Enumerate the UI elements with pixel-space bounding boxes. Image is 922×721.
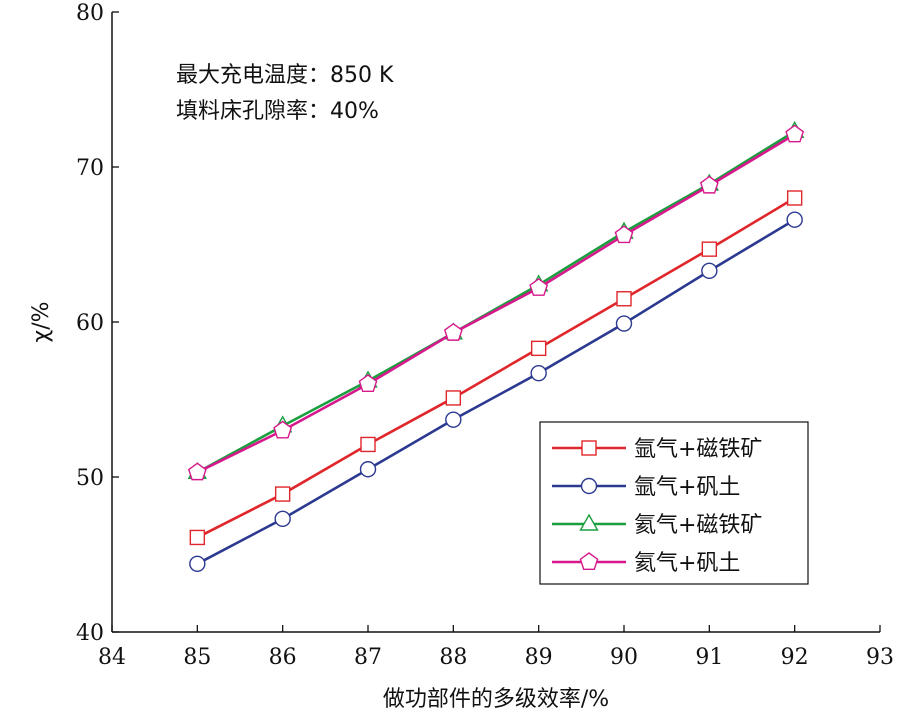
data-point	[530, 364, 547, 382]
data-point	[785, 124, 805, 143]
legend-label: 氩气+矾土	[634, 475, 740, 500]
x-tick-label: 91	[695, 645, 723, 670]
series-2	[189, 211, 803, 572]
data-point	[189, 555, 206, 572]
data-point	[443, 322, 463, 341]
data-point	[614, 225, 634, 244]
x-tick-label: 85	[183, 645, 211, 670]
series-line	[196, 130, 796, 474]
legend-label: 氩气+磁铁矿	[634, 437, 762, 462]
data-point	[187, 462, 207, 481]
data-point	[360, 436, 376, 453]
legend-label: 氦气+矾土	[634, 551, 740, 576]
data-point	[274, 486, 291, 502]
legend-item: 氩气+矾土	[552, 475, 740, 500]
tick-labels: 84 85 86 87 88 89 90 91 92 93 40 50 60 70 80	[76, 1, 894, 670]
series-layer	[187, 120, 805, 572]
data-point	[701, 241, 718, 257]
annotation-max-charge-temperature: 最大充电温度：850 K	[176, 63, 394, 88]
x-tick-label: 92	[781, 645, 809, 670]
legend-marker	[579, 552, 599, 570]
data-point	[786, 190, 803, 206]
x-tick-label: 84	[98, 645, 126, 670]
data-point	[445, 411, 462, 428]
series-4	[187, 124, 805, 481]
data-point	[189, 529, 206, 546]
x-tick-label: 90	[610, 645, 638, 670]
x-tick-label: 86	[269, 645, 297, 670]
data-point	[529, 278, 549, 296]
data-point	[699, 175, 719, 194]
data-point	[616, 291, 632, 307]
annotation-packed-bed-porosity: 填料床孔隙率：40%	[176, 99, 379, 124]
legend-item: 氩气+磁铁矿	[552, 437, 762, 462]
data-point	[615, 315, 633, 332]
legend-marker	[580, 477, 598, 495]
series-line	[196, 218, 796, 565]
x-tick-label: 87	[354, 645, 382, 670]
y-tick-label: 60	[76, 311, 104, 336]
series-line	[196, 196, 796, 539]
data-point	[786, 211, 803, 228]
y-tick-label: 70	[76, 156, 104, 181]
legend-item: 氦气+磁铁矿	[552, 513, 762, 538]
x-tick-label: 93	[866, 645, 894, 670]
data-point	[274, 510, 291, 528]
legend-label: 氦气+磁铁矿	[634, 513, 762, 538]
y-tick-label: 40	[76, 621, 104, 646]
x-tick-label: 89	[525, 645, 553, 670]
legend-marker	[579, 513, 599, 531]
data-point	[359, 461, 377, 478]
tick-marks	[111, 11, 881, 633]
data-point	[273, 420, 293, 439]
series-1	[189, 190, 803, 546]
legend-item: 氦气+矾土	[552, 551, 740, 576]
data-point	[445, 390, 462, 406]
x-tick-label: 88	[439, 645, 467, 670]
data-point	[530, 340, 547, 357]
y-tick-label: 80	[76, 1, 104, 26]
data-point	[701, 262, 718, 280]
data-point	[358, 374, 378, 392]
y-tick-label: 50	[76, 466, 104, 491]
series-line	[196, 133, 796, 474]
legend-marker	[581, 440, 597, 456]
y-axis-title: χ/%	[29, 301, 54, 342]
x-axis-title: 做功部件的多级效率/%	[383, 687, 609, 712]
